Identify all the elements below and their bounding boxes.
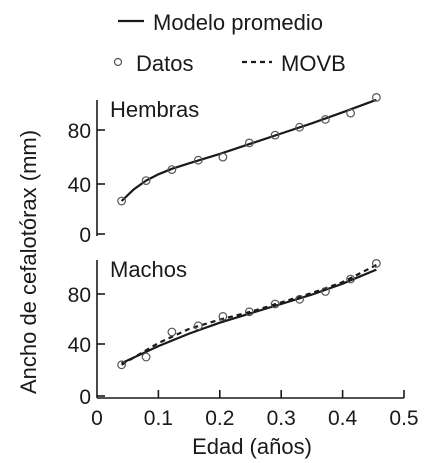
data-point: [295, 294, 305, 304]
panel-hembras: 0 40 80 Hembras: [68, 92, 381, 247]
data-point: [218, 312, 228, 321]
x-tick-label: 0.2: [205, 407, 234, 430]
legend: Modelo promedio Datos MOVB: [113, 10, 346, 76]
legend-datos-marker: [113, 57, 123, 67]
series-line-movb: [121, 264, 377, 366]
x-tick-label: 0.1: [144, 407, 173, 430]
data-point: [244, 138, 254, 148]
y-tick-label: 80: [68, 284, 91, 307]
data-point: [270, 299, 280, 309]
data-point: [117, 360, 126, 370]
data-point: [346, 274, 356, 284]
x-tick-label: 0.3: [267, 407, 296, 430]
data-point: [193, 155, 203, 165]
legend-entry-datos: Datos: [136, 51, 193, 76]
y-tick-label: 0: [79, 224, 91, 247]
panel-hembras-plot: [117, 92, 381, 206]
data-point: [141, 176, 151, 186]
data-point: [295, 122, 305, 132]
legend-entry-modelo-promedio: Modelo promedio: [153, 10, 323, 35]
data-point: [372, 259, 381, 268]
data-point: [321, 114, 330, 124]
panel-hembras-y-ticks: 0 40 80: [68, 120, 105, 247]
legend-entry-movb: MOVB: [281, 51, 346, 76]
data-point: [167, 327, 177, 337]
y-tick-label: 40: [68, 174, 91, 197]
data-point: [141, 352, 151, 362]
panel-machos-y-ticks: 0 40 80: [68, 284, 105, 409]
x-tick-label: 0.4: [328, 407, 358, 430]
series-line-modelo-promedio: [121, 268, 377, 365]
y-axis-title: Ancho de cefalotórax (mm): [16, 130, 41, 394]
y-tick-label: 0: [79, 386, 91, 409]
data-point: [244, 307, 254, 317]
panel-machos-plot: [117, 259, 381, 370]
data-point: [346, 108, 356, 118]
panel-machos: 0 40 80 Machos: [68, 257, 381, 409]
x-axis-ticks: 0 0.1 0.2 0.3 0.4 0.5: [91, 390, 419, 430]
data-point: [270, 130, 280, 140]
x-tick-label: 0.5: [389, 407, 418, 430]
series-line-modelo-promedio: [120, 98, 377, 202]
y-tick-label: 40: [68, 334, 91, 357]
panel-machos-label: Machos: [110, 257, 187, 282]
x-tick-label: 0: [91, 407, 103, 430]
data-point: [117, 196, 126, 206]
data-point: [193, 321, 203, 331]
panel-hembras-label: Hembras: [110, 97, 199, 122]
data-point: [218, 152, 228, 162]
x-axis: 0 0.1 0.2 0.3 0.4 0.5 Edad (años): [91, 390, 419, 459]
data-point: [167, 165, 177, 175]
y-tick-label: 80: [68, 120, 91, 143]
data-point: [372, 92, 381, 102]
x-axis-title: Edad (años): [192, 434, 312, 459]
data-point: [321, 287, 330, 296]
